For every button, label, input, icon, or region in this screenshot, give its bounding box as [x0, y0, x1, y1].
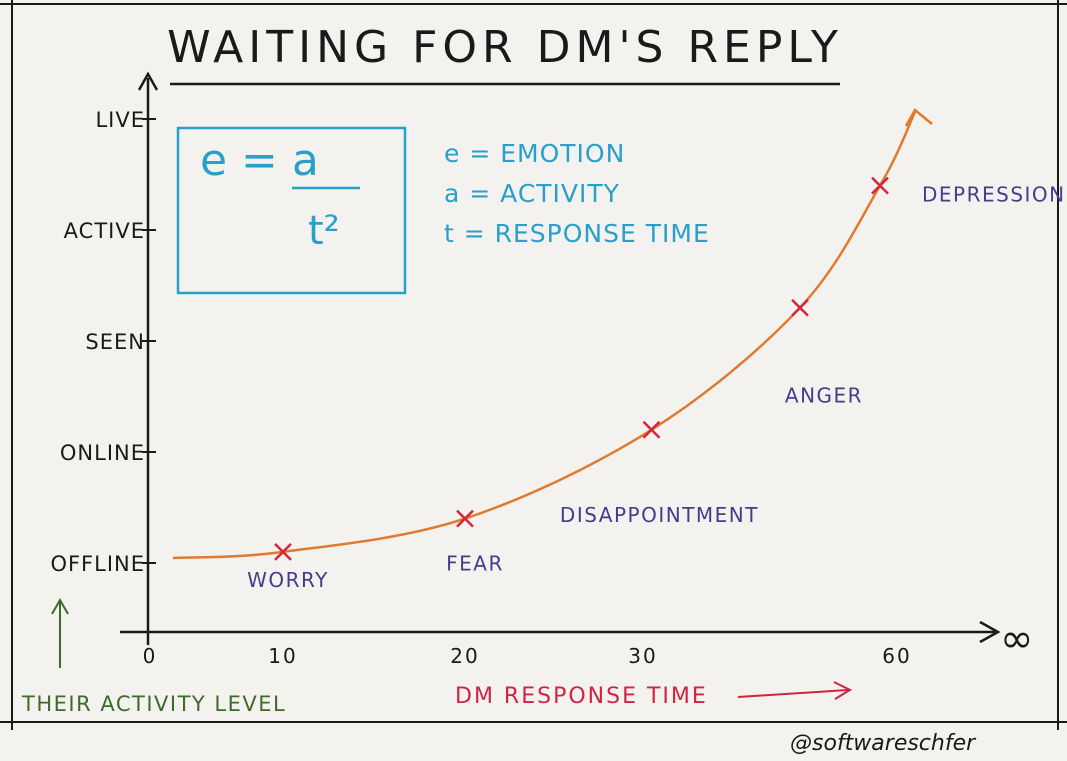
x-tick-label: 10: [268, 644, 297, 668]
x-tick-label: 20: [450, 644, 479, 668]
data-markers: [274, 176, 889, 561]
y-tick-label: LIVE: [95, 108, 145, 132]
xlabel-arrow-head: [833, 681, 853, 700]
formula-box: [176, 126, 407, 295]
emotion-labels: WORRY FEAR DISAPPOINTMENT ANGER DEPRESSION: [247, 183, 1066, 592]
y-tick-label: SEEN: [85, 330, 145, 354]
data-point-marker: [456, 509, 474, 528]
emotion-label: DISAPPOINTMENT: [560, 503, 759, 527]
formula-legend-e: e = EMOTION: [444, 139, 625, 168]
y-axis-arrowhead: [137, 71, 159, 91]
curve-arrowhead: [904, 108, 933, 127]
data-point-marker: [791, 298, 809, 317]
formula-legend-t: t = RESPONSE TIME: [444, 219, 710, 248]
x-ticks: 0 10 20 30 60: [143, 644, 911, 668]
x-axis-label: DM RESPONSE TIME: [455, 684, 708, 709]
y-ticks: OFFLINE ONLINE SEEN ACTIVE LIVE: [50, 108, 156, 576]
x-tick-label: 60: [882, 644, 911, 668]
y-axis: [137, 71, 159, 645]
emotion-label: FEAR: [446, 552, 504, 576]
formula-legend: e = EMOTION a = ACTIVITY t = RESPONSE TI…: [444, 139, 710, 248]
emotion-curve: [172, 111, 917, 560]
y-tick-label: ONLINE: [60, 441, 145, 465]
x-tick-label: 30: [628, 644, 657, 668]
y-tick-label: ACTIVE: [64, 219, 145, 243]
x-tick-label: 0: [143, 644, 158, 668]
data-point-marker: [274, 543, 292, 561]
x-axis: [120, 620, 1001, 644]
y-axis-label: THEIR ACTIVITY LEVEL: [21, 692, 286, 716]
x-axis-arrowhead: [979, 620, 1001, 644]
data-point-marker: [871, 176, 889, 195]
chart-title: WAITING FOR DM'S REPLY: [167, 22, 843, 73]
formula-legend-a: a = ACTIVITY: [444, 179, 620, 208]
emotion-label: WORRY: [247, 568, 329, 592]
credit-handle: @softwareschfer: [790, 731, 977, 756]
emotion-label: ANGER: [785, 384, 863, 408]
xlabel-arrow-shaft: [737, 689, 849, 698]
data-point-marker: [642, 420, 661, 439]
formula-denominator: t²: [308, 208, 340, 254]
ylabel-arrow-head: [51, 597, 69, 615]
emotion-label: DEPRESSION: [922, 183, 1066, 207]
x-axis-infinity: ∞: [1000, 616, 1033, 662]
y-tick-label: OFFLINE: [50, 552, 145, 576]
formula-numerator: e = a: [200, 135, 319, 186]
